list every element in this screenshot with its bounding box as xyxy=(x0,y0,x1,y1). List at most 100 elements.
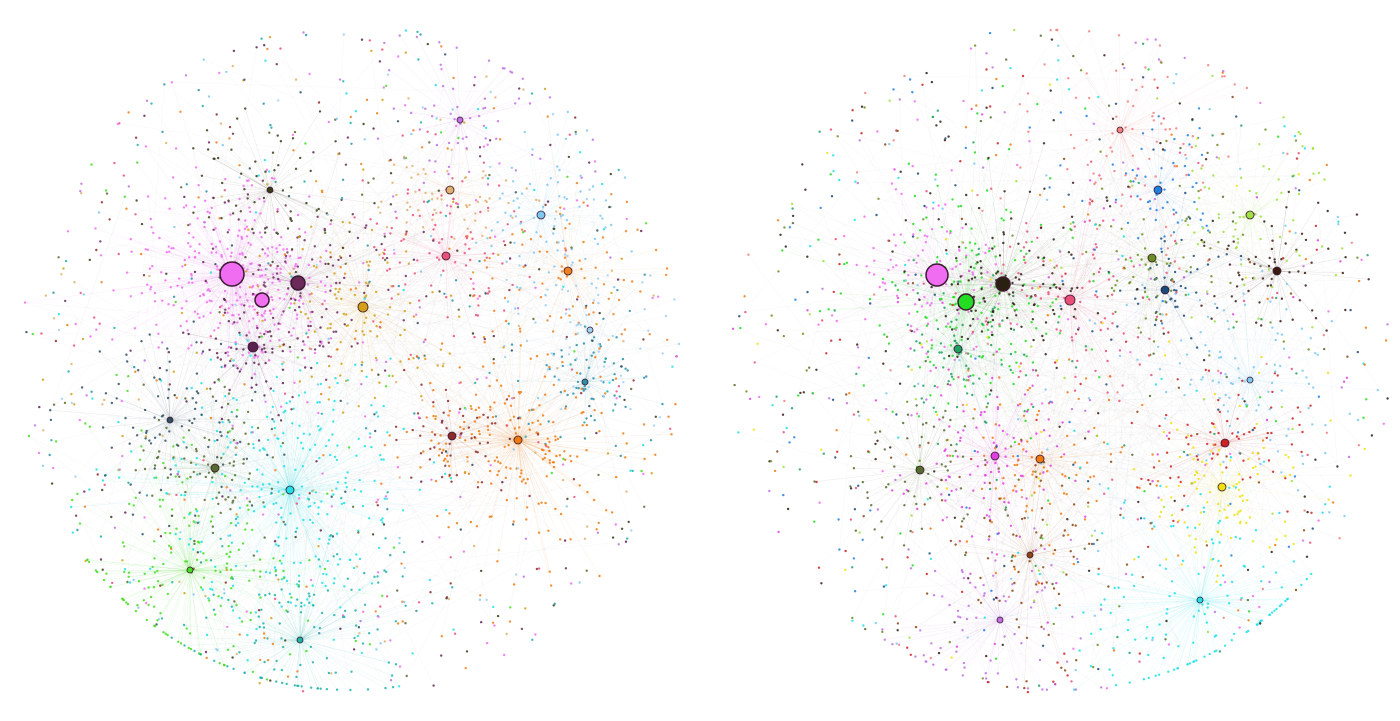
node xyxy=(76,492,79,496)
edge xyxy=(362,306,418,368)
node xyxy=(311,310,314,314)
edge xyxy=(540,214,586,260)
node xyxy=(149,567,152,570)
node xyxy=(389,679,393,682)
node xyxy=(597,473,600,477)
edge xyxy=(289,489,323,583)
node xyxy=(446,147,449,150)
node xyxy=(247,477,250,481)
edge xyxy=(289,434,310,491)
node xyxy=(271,273,274,276)
node xyxy=(294,530,297,533)
edge xyxy=(540,200,606,216)
node xyxy=(313,245,316,248)
node xyxy=(231,656,234,659)
node xyxy=(242,458,245,461)
node xyxy=(485,256,488,259)
node xyxy=(412,357,415,360)
node xyxy=(122,174,126,177)
edge xyxy=(399,35,461,121)
node xyxy=(227,199,230,202)
node xyxy=(414,190,417,193)
node xyxy=(313,501,316,505)
node xyxy=(365,316,368,319)
node xyxy=(592,351,595,354)
edge xyxy=(231,196,310,275)
node xyxy=(654,248,658,252)
node xyxy=(504,179,508,182)
node xyxy=(207,597,210,600)
node xyxy=(300,441,303,444)
node xyxy=(277,578,280,581)
edge xyxy=(200,489,291,552)
node xyxy=(231,577,234,580)
edge xyxy=(297,243,382,284)
node xyxy=(71,498,74,502)
node xyxy=(575,324,578,327)
node xyxy=(129,237,132,241)
node xyxy=(335,487,338,490)
node xyxy=(489,165,492,169)
node xyxy=(451,108,454,111)
node xyxy=(261,473,264,476)
edge xyxy=(289,445,366,491)
node xyxy=(575,343,578,347)
node xyxy=(407,262,410,265)
node xyxy=(485,598,488,601)
node xyxy=(281,189,285,192)
node xyxy=(101,403,104,406)
node xyxy=(152,231,155,235)
edge xyxy=(534,214,542,283)
node xyxy=(158,378,161,381)
node xyxy=(158,498,161,501)
edge xyxy=(471,252,535,435)
node xyxy=(282,645,285,649)
node xyxy=(232,464,235,467)
edge xyxy=(593,398,631,471)
node xyxy=(568,346,571,349)
edge xyxy=(445,255,487,259)
node xyxy=(417,209,420,212)
node xyxy=(205,559,208,562)
edge xyxy=(445,230,525,257)
edge xyxy=(289,489,357,555)
edge xyxy=(288,282,299,333)
node xyxy=(201,350,205,353)
node xyxy=(515,497,518,500)
node xyxy=(490,422,494,425)
node xyxy=(585,129,589,132)
edge xyxy=(267,439,291,491)
node xyxy=(357,437,360,440)
edge xyxy=(270,282,299,337)
node xyxy=(307,328,310,332)
node xyxy=(325,573,328,576)
node xyxy=(262,196,266,200)
node xyxy=(264,273,267,277)
node xyxy=(323,567,327,571)
node xyxy=(380,518,383,522)
node xyxy=(213,329,216,332)
edge xyxy=(243,305,254,348)
node xyxy=(193,417,196,420)
node xyxy=(433,433,437,436)
edge xyxy=(584,359,587,383)
node xyxy=(565,275,569,278)
edge xyxy=(289,481,339,491)
node xyxy=(465,204,468,207)
node xyxy=(375,359,378,362)
node xyxy=(234,564,238,568)
node xyxy=(211,531,215,535)
node xyxy=(329,284,333,288)
node xyxy=(394,620,397,623)
node xyxy=(166,633,169,637)
edge xyxy=(540,214,601,217)
node xyxy=(238,331,241,334)
node xyxy=(134,469,137,472)
node xyxy=(228,430,231,433)
node xyxy=(611,334,614,338)
node xyxy=(280,668,284,672)
node xyxy=(348,254,352,258)
node xyxy=(507,443,510,447)
node xyxy=(329,337,333,340)
node xyxy=(501,262,504,265)
